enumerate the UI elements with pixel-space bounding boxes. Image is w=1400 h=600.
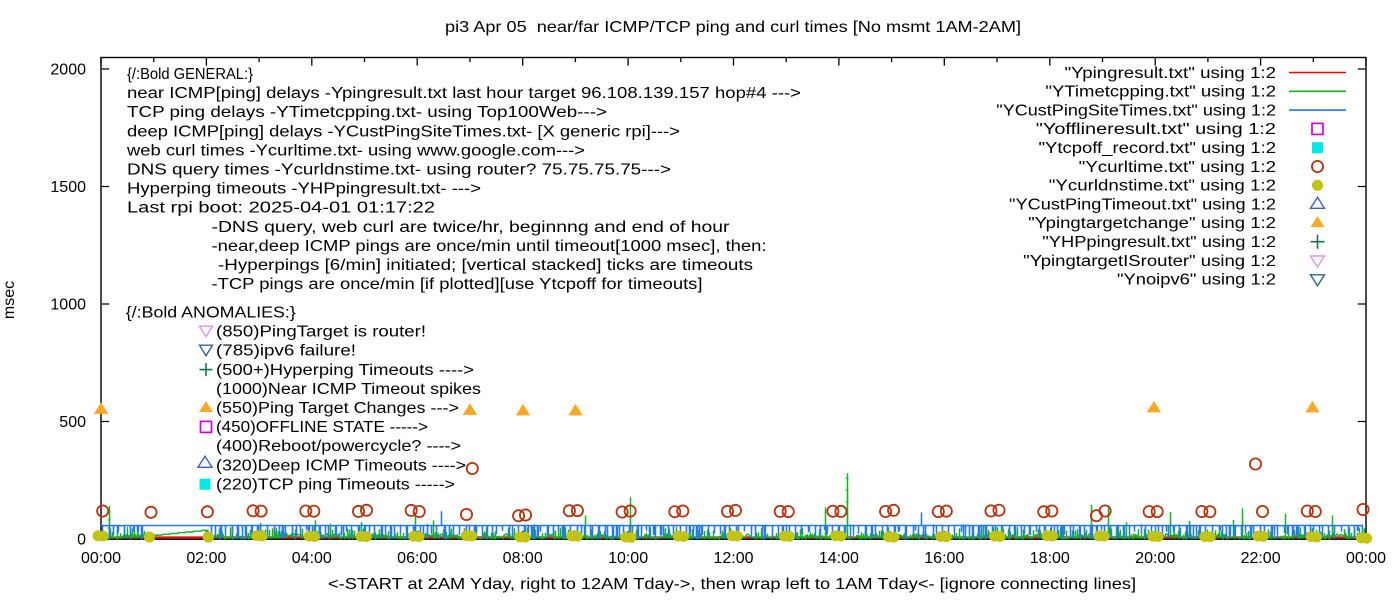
- svg-text:(220)TCP ping Timeouts ----->: (220)TCP ping Timeouts ----->: [216, 476, 455, 493]
- svg-text:"Ycurldnstime.txt" using 1:2: "Ycurldnstime.txt" using 1:2: [1049, 178, 1276, 195]
- svg-text:"Ycurltime.txt" using 1:2: "Ycurltime.txt" using 1:2: [1079, 159, 1276, 176]
- svg-text:(500+)Hyperping Timeouts ---->: (500+)Hyperping Timeouts ---->: [216, 362, 474, 379]
- svg-text:<-START at 2AM Yday, right to: <-START at 2AM Yday, right to 12AM Tday-…: [328, 576, 1136, 593]
- svg-text:00:00: 00:00: [1346, 550, 1386, 567]
- svg-text:(320)Deep ICMP Timeouts ---->: (320)Deep ICMP Timeouts ---->: [216, 457, 466, 474]
- svg-text:"Ypingtargetchange" using 1:2: "Ypingtargetchange" using 1:2: [1028, 215, 1276, 232]
- svg-text:"YTimetcpping.txt" using 1:2: "YTimetcpping.txt" using 1:2: [1045, 84, 1276, 101]
- svg-text:(1000)Near ICMP Timeout spikes: (1000)Near ICMP Timeout spikes: [216, 381, 481, 398]
- svg-text:"YCustPingSiteTimes.txt" using: "YCustPingSiteTimes.txt" using 1:2: [996, 102, 1276, 119]
- svg-text:Last rpi boot: 2025-04-01 01:1: Last rpi boot: 2025-04-01 01:17:22: [127, 200, 435, 217]
- svg-text:"YpingtargetISrouter" using 1:: "YpingtargetISrouter" using 1:2: [1023, 253, 1276, 270]
- svg-text:1500: 1500: [50, 179, 86, 196]
- svg-text:(400)Reboot/powercycle? ---->: (400)Reboot/powercycle? ---->: [216, 438, 461, 455]
- svg-text:06:00: 06:00: [397, 550, 437, 567]
- svg-text:pi3 Apr 05 near/far ICMP/TCP: pi3 Apr 05 near/far ICMP/TCP ping and cu…: [445, 19, 1021, 36]
- svg-text:(785)ipv6 failure!: (785)ipv6 failure!: [216, 343, 356, 360]
- svg-text:(550)Ping Target Changes --->: (550)Ping Target Changes --->: [216, 400, 459, 417]
- svg-text:web curl times -Ycurltime.txt-: web curl times -Ycurltime.txt- using www…: [126, 142, 585, 159]
- svg-text:"Ytcpoff_record.txt" using 1:2: "Ytcpoff_record.txt" using 1:2: [1039, 140, 1277, 157]
- svg-text:20:00: 20:00: [1135, 550, 1175, 567]
- svg-text:(850)PingTarget is router!: (850)PingTarget is router!: [216, 324, 426, 341]
- svg-text:16:00: 16:00: [924, 550, 964, 567]
- svg-text:-Hyperpings [6/min] initiated;: -Hyperpings [6/min] initiated; [vertical…: [218, 257, 753, 274]
- svg-text:2000: 2000: [50, 62, 86, 79]
- svg-text:-DNS query, web curl are twice: -DNS query, web curl are twice/hr, begin…: [212, 219, 730, 236]
- svg-text:-TCP pings are once/min [if pl: -TCP pings are once/min [if plotted][use…: [212, 276, 703, 293]
- svg-text:10:00: 10:00: [608, 550, 648, 567]
- svg-text:-near,deep ICMP pings are once: -near,deep ICMP pings are once/min until…: [212, 238, 767, 255]
- svg-text:"Ynoipv6" using 1:2: "Ynoipv6" using 1:2: [1117, 272, 1276, 289]
- svg-text:"Ypingresult.txt" using 1:2: "Ypingresult.txt" using 1:2: [1065, 65, 1277, 82]
- svg-text:DNS query times -Ycurldnstime.: DNS query times -Ycurldnstime.txt- using…: [127, 162, 671, 179]
- svg-text:{/:Bold ANOMALIES:}: {/:Bold ANOMALIES:}: [126, 305, 296, 322]
- svg-text:Hyperping timeouts -YHPpingres: Hyperping timeouts -YHPpingresult.txt- -…: [127, 181, 481, 198]
- svg-text:msec: msec: [1, 281, 18, 319]
- svg-text:{/:Bold GENERAL:}: {/:Bold GENERAL:}: [127, 66, 253, 83]
- svg-text:00:00: 00:00: [81, 550, 121, 567]
- svg-text:04:00: 04:00: [292, 550, 332, 567]
- svg-text:08:00: 08:00: [503, 550, 543, 567]
- svg-text:22:00: 22:00: [1241, 550, 1281, 567]
- svg-text:TCP ping delays -YTimetcpping.: TCP ping delays -YTimetcpping.txt- using…: [127, 104, 607, 121]
- svg-text:1000: 1000: [50, 297, 86, 314]
- svg-text:02:00: 02:00: [186, 550, 226, 567]
- svg-text:(450)OFFLINE STATE ----->: (450)OFFLINE STATE ----->: [216, 419, 428, 436]
- svg-text:18:00: 18:00: [1030, 550, 1070, 567]
- svg-text:14:00: 14:00: [819, 550, 859, 567]
- svg-text:0: 0: [77, 532, 86, 549]
- svg-text:12:00: 12:00: [713, 550, 753, 567]
- svg-text:"Yofflineresult.txt" using 1:2: "Yofflineresult.txt" using 1:2: [1036, 121, 1276, 138]
- svg-text:500: 500: [59, 414, 86, 431]
- svg-text:"YHPpingresult.txt" using 1:2: "YHPpingresult.txt" using 1:2: [1042, 234, 1276, 251]
- svg-text:deep ICMP[ping] delays -YCustP: deep ICMP[ping] delays -YCustPingSiteTim…: [127, 123, 680, 140]
- svg-text:near ICMP[ping] delays -Ypingr: near ICMP[ping] delays -Ypingresult.txt …: [127, 85, 801, 102]
- svg-text:"YCustPingTimeout.txt" using 1: "YCustPingTimeout.txt" using 1:2: [1009, 196, 1276, 213]
